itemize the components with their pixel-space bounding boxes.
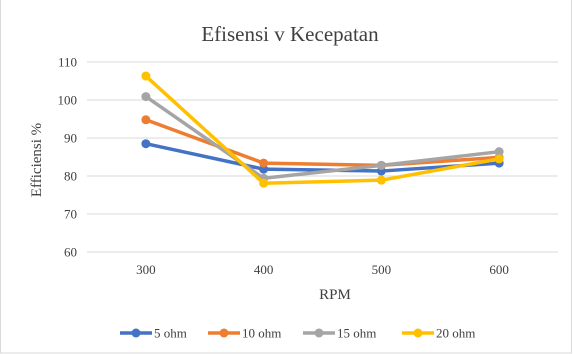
- legend-swatch-marker: [413, 328, 423, 338]
- legend-label: 15 ohm: [337, 326, 376, 341]
- x-axis-title: RPM: [319, 287, 351, 303]
- y-axis-ticks: 60 70 80 90 100 110: [58, 55, 78, 260]
- series-line: [144, 94, 501, 181]
- legend-label: 10 ohm: [242, 326, 281, 341]
- data-point: [494, 147, 504, 157]
- y-tick-label: 90: [64, 131, 77, 146]
- y-tick-label: 70: [64, 207, 77, 222]
- series-line: [144, 74, 501, 185]
- data-point: [376, 160, 386, 170]
- data-point: [141, 92, 151, 102]
- series-line: [144, 118, 501, 168]
- legend-item: 5 ohm: [120, 326, 187, 341]
- data-point: [141, 71, 151, 81]
- y-tick-label: 80: [64, 169, 77, 184]
- y-tick-label: 60: [64, 245, 77, 260]
- y-tick-label: 110: [58, 55, 77, 70]
- x-tick-label: 500: [372, 262, 392, 277]
- data-point: [259, 178, 269, 188]
- data-point: [141, 115, 151, 125]
- chart-title: Efisensi v Kecepatan: [201, 22, 379, 46]
- legend-swatch-marker: [219, 328, 229, 338]
- legend-label: 5 ohm: [154, 326, 187, 341]
- data-point: [494, 154, 504, 164]
- data-point: [376, 175, 386, 185]
- x-tick-label: 300: [136, 262, 156, 277]
- legend-swatch-marker: [314, 328, 324, 338]
- y-tick-label: 100: [58, 93, 78, 108]
- legend-swatch-marker: [131, 328, 141, 338]
- legend-item: 20 ohm: [402, 326, 475, 341]
- y-axis-title: Efficiensi %: [29, 123, 45, 197]
- x-tick-label: 600: [489, 262, 509, 277]
- data-point: [141, 139, 151, 149]
- legend-item: 10 ohm: [208, 326, 281, 341]
- x-axis-ticks: 300 400 500 600: [136, 262, 509, 277]
- legend-item: 15 ohm: [303, 326, 376, 341]
- data-point: [259, 158, 269, 168]
- x-tick-label: 400: [254, 262, 274, 277]
- gridlines: [87, 61, 558, 253]
- series-lines: [141, 71, 504, 188]
- legend-label: 20 ohm: [436, 326, 475, 341]
- series-20-ohm: [141, 71, 504, 188]
- legend: 5 ohm 10 ohm 15 ohm 20 ohm: [120, 326, 475, 341]
